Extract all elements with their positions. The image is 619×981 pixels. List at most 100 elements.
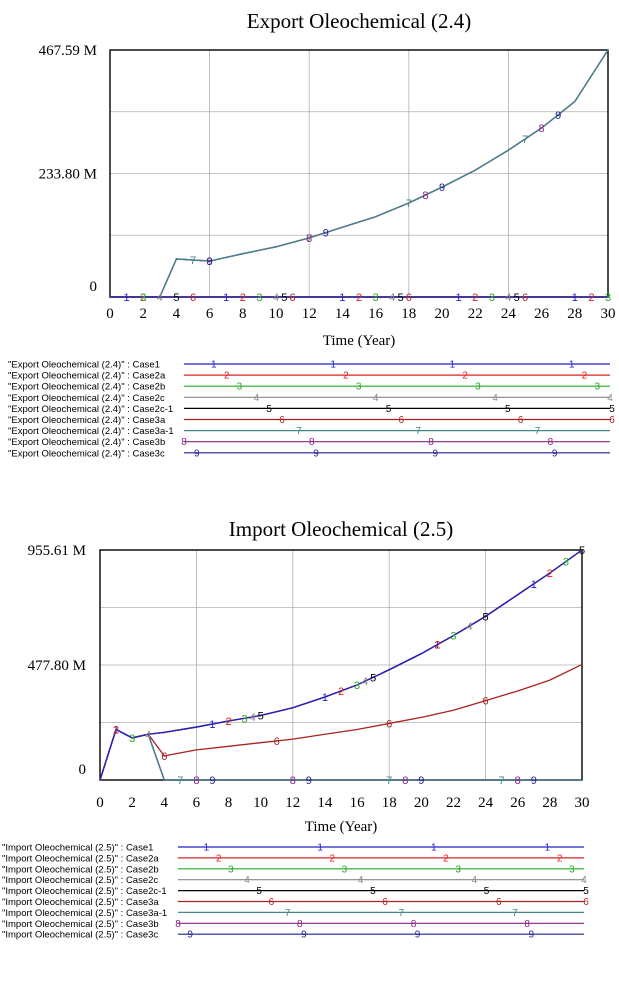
series-marker-case2b: 3: [450, 631, 456, 643]
x-tick-label: 20: [435, 306, 450, 322]
legend-entry-case3b: "Export Oleochemical (2.4)" : Case3b 8 8 8 8: [8, 437, 610, 448]
y-tick-label: 467.59 M: [39, 43, 97, 59]
series-marker-case3b: 8: [539, 123, 545, 135]
legend-marker: 2: [224, 371, 230, 382]
legend-marker: 9: [415, 930, 421, 941]
legend-marker: 1: [330, 360, 336, 371]
legend-label: "Import Oleochemical (2.5)" : Case2c: [2, 875, 158, 886]
legend-marker: 6: [269, 897, 275, 908]
series-marker-case2b: 3: [605, 292, 611, 304]
series-marker-case2b: 3: [140, 292, 146, 304]
series-marker-case3b: 8: [422, 190, 428, 202]
x-tick-label: 26: [510, 795, 526, 811]
legend-marker: 2: [443, 853, 449, 864]
series-marker-case3c: 9: [531, 775, 537, 787]
x-tick-label: 24: [501, 306, 517, 322]
legend-label: "Export Oleochemical (2.4)" : Case3a-1: [8, 426, 174, 437]
legend-marker: 1: [569, 360, 575, 371]
legend-marker: 1: [317, 843, 323, 854]
legend-marker: 9: [301, 930, 307, 941]
legend-label: "Export Oleochemical (2.4)" : Case2c-1: [8, 404, 173, 415]
series-marker-case1: 1: [531, 579, 537, 591]
x-tick-label: 8: [225, 795, 233, 811]
legend-marker: 3: [594, 382, 600, 393]
legend-marker: 7: [535, 426, 541, 437]
series-marker-case2b: 3: [489, 292, 495, 304]
series-marker-case3a: 6: [161, 751, 167, 763]
legend-marker: 2: [343, 371, 349, 382]
legend-marker: 6: [609, 415, 615, 426]
legend-marker: 3: [342, 864, 348, 875]
x-tick-label: 30: [601, 306, 616, 322]
legend-marker: 8: [548, 437, 554, 448]
series-marker-case3a-1: 7: [406, 198, 412, 210]
legend-marker: 9: [552, 448, 558, 459]
series-marker-case2b: 3: [129, 733, 135, 745]
legend-label: "Export Oleochemical (2.4)" : Case2b: [8, 382, 165, 393]
legend-marker: 7: [512, 908, 518, 919]
legend-marker: 2: [557, 853, 563, 864]
legend-label: "Export Oleochemical (2.4)" : Case3a: [8, 415, 166, 426]
legend-marker: 6: [496, 897, 502, 908]
series-marker-case2a: 2: [472, 292, 478, 304]
chart-panel-1: Export Oleochemical (2.4) 467.59 M 233.80 …: [8, 9, 616, 459]
series-marker-case3a-1: 7: [499, 775, 505, 787]
legend-marker: 8: [297, 919, 303, 930]
chart-title: Import Oleochemical (2.5): [229, 517, 454, 541]
x-tick-label: 2: [128, 795, 136, 811]
legend-label: "Import Oleochemical (2.5)" : Case3b: [2, 919, 159, 930]
series-marker-case2b: 3: [373, 292, 379, 304]
grid-lines: [100, 550, 582, 780]
legend-marker: 9: [194, 448, 200, 459]
x-tick-label: 26: [534, 306, 550, 322]
series-marker-case2a: 2: [140, 292, 146, 304]
series-marker-case2c-1: 5: [579, 545, 585, 557]
legend-entry-case2a: "Export Oleochemical (2.4)" : Case2a 2 2 2 2: [8, 371, 610, 382]
legend-marker: 9: [528, 930, 534, 941]
legend-marker: 6: [382, 897, 388, 908]
x-tick-label: 0: [96, 795, 104, 811]
series-marker-case3a-1: 7: [190, 255, 196, 267]
x-tick-label: 22: [446, 795, 461, 811]
legend-label: "Import Oleochemical (2.5)" : Case2a: [2, 853, 159, 864]
series-marker-case2c-1: 5: [483, 611, 489, 623]
series-marker-case2a: 2: [434, 640, 440, 652]
y-tick-label: 955.61 M: [28, 543, 86, 559]
chart-title: Export Oleochemical (2.4): [247, 9, 472, 33]
x-tick-label: 18: [382, 795, 397, 811]
series-marker-case2c: 4: [157, 292, 163, 304]
series-marker-case1: 1: [124, 292, 130, 304]
series-line-case1: [99, 549, 583, 781]
series-marker-case1: 1: [113, 724, 119, 736]
y-tick-label: 477.80 M: [28, 658, 86, 674]
legend-label: "Export Oleochemical (2.4)" : Case3b: [8, 437, 165, 448]
legend-label: "Export Oleochemical (2.4)" : Case3c: [8, 448, 165, 459]
series-marker-case3a: 6: [406, 292, 412, 304]
x-tick-label: 14: [317, 795, 333, 811]
series-marker-case2a: 2: [240, 292, 246, 304]
series-marker-case2b: 3: [256, 292, 262, 304]
legend-label: "Export Oleochemical (2.4)" : Case2a: [8, 371, 166, 382]
series-marker-case3c: 9: [209, 775, 215, 787]
legend: "Export Oleochemical (2.4)" : Case1 1 1 1 1"…: [8, 360, 615, 460]
series-marker-case2c: 4: [505, 292, 511, 304]
legend-entry-case2c-1: "Export Oleochemical (2.4)" : Case2c-1 5 5…: [8, 404, 615, 415]
series-marker-case2c: 4: [362, 676, 368, 688]
legend-label: "Export Oleochemical (2.4)" : Case1: [8, 360, 160, 371]
legend-entry-case2c-1: "Import Oleochemical (2.5)" : Case2c-1 5 5…: [2, 886, 589, 897]
legend-label: "Import Oleochemical (2.5)" : Case1: [2, 843, 153, 854]
legend-marker: 2: [582, 371, 588, 382]
legend-marker: 4: [607, 393, 613, 404]
legend-marker: 9: [433, 448, 439, 459]
series-marker-case2c-1: 5: [281, 292, 287, 304]
series-line-case3a-1: [110, 49, 609, 298]
legend-label: "Import Oleochemical (2.5)" : Case3a: [2, 897, 159, 908]
legend-marker: 6: [279, 415, 285, 426]
legend-marker: 4: [472, 875, 478, 886]
legend-marker: 1: [204, 843, 210, 854]
legend-entry-case3a: "Export Oleochemical (2.4)" : Case3a 6 6 6 6: [8, 415, 615, 426]
series-marker-case3a-1: 7: [522, 134, 528, 146]
x-tick-label: 18: [401, 306, 416, 322]
series-marker-case2c-1: 5: [258, 710, 264, 722]
grid-lines: [110, 50, 608, 297]
